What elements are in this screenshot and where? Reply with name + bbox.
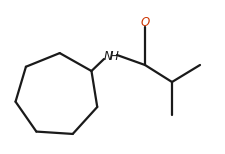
Text: N: N: [104, 51, 112, 63]
Text: H: H: [110, 51, 118, 63]
Text: O: O: [140, 16, 149, 28]
